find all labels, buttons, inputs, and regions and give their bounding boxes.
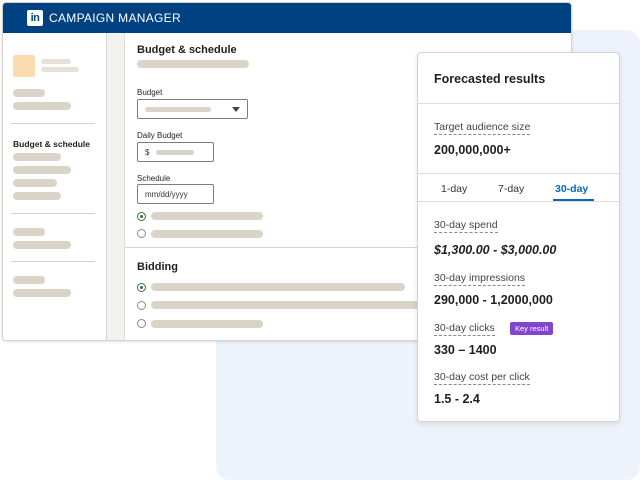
sidebar-item-placeholder[interactable]: [13, 192, 61, 200]
currency-symbol: $: [145, 148, 150, 157]
bidding-section-title: Bidding: [137, 261, 178, 273]
placeholder-line: [137, 60, 249, 68]
campaign-form: Budget & schedule Budget Daily Budget $ …: [125, 33, 571, 340]
radio-label-placeholder: [151, 320, 263, 328]
sidebar-divider: [11, 213, 95, 214]
select-value-placeholder: [145, 107, 211, 112]
sidebar-item-placeholder[interactable]: [13, 228, 45, 236]
radio-label-placeholder: [151, 301, 421, 309]
bidding-radio[interactable]: [137, 301, 146, 310]
sidebar-item-budget-schedule[interactable]: Budget & schedule: [13, 139, 90, 149]
schedule-radio[interactable]: [137, 229, 146, 238]
key-result-badge: Key result: [510, 322, 554, 335]
placeholder-line: [41, 67, 79, 72]
bidding-radio-selected[interactable]: [137, 283, 146, 292]
card-divider: [418, 103, 619, 104]
forecast-card: Forecasted results Target audience size …: [417, 52, 620, 422]
radio-label-placeholder: [151, 212, 263, 220]
sidebar-item-placeholder[interactable]: [13, 276, 45, 284]
sidebar-item-placeholder[interactable]: [13, 289, 71, 297]
sidebar-item-placeholder[interactable]: [13, 241, 71, 249]
tab-7-day[interactable]: 7-day: [498, 183, 525, 195]
daily-budget-input[interactable]: $: [137, 142, 214, 162]
sidebar-item-placeholder[interactable]: [13, 102, 71, 110]
impressions-value: 290,000 - 1,2000,000: [434, 293, 553, 307]
placeholder-line: [41, 59, 71, 64]
section-divider: [125, 247, 571, 248]
budget-select[interactable]: [137, 99, 248, 119]
cost-per-click-value: 1.5 - 2.4: [434, 392, 480, 406]
input-value-placeholder: [156, 150, 194, 155]
clicks-value: 330 – 1400: [434, 343, 497, 357]
card-divider: [418, 173, 619, 174]
audience-size-label: Target audience size: [434, 121, 531, 135]
schedule-date-input[interactable]: mm/dd/yyyy: [137, 184, 214, 204]
daily-budget-label: Daily Budget: [137, 131, 183, 140]
active-tab-indicator: [553, 199, 594, 201]
sidebar: Budget & schedule: [3, 33, 107, 340]
app-title: CAMPAIGN MANAGER: [49, 11, 181, 25]
sidebar-item-placeholder[interactable]: [13, 89, 45, 97]
linkedin-logo-icon: in: [27, 10, 43, 26]
impressions-label: 30-day impressions: [434, 272, 526, 286]
sidebar-item-placeholder[interactable]: [13, 153, 61, 161]
card-divider: [418, 201, 619, 202]
chevron-down-icon: [232, 107, 240, 112]
schedule-label: Schedule: [137, 174, 171, 183]
budget-label: Budget: [137, 88, 163, 97]
content-gutter: [107, 33, 125, 340]
sidebar-divider: [11, 123, 95, 124]
forecast-title: Forecasted results: [434, 72, 546, 86]
spend-value: $1,300.00 - $3,000.00: [434, 243, 557, 257]
sidebar-item-placeholder[interactable]: [13, 166, 71, 174]
date-placeholder: mm/dd/yyyy: [145, 190, 188, 199]
cost-per-click-label: 30-day cost per click: [434, 371, 530, 385]
budget-section-title: Budget & schedule: [137, 44, 237, 56]
radio-label-placeholder: [151, 230, 263, 238]
tab-1-day[interactable]: 1-day: [441, 183, 468, 195]
audience-size-value: 200,000,000+: [434, 143, 511, 157]
tab-30-day[interactable]: 30-day: [555, 183, 589, 195]
title-bar: in CAMPAIGN MANAGER: [3, 3, 571, 33]
avatar[interactable]: [13, 55, 35, 77]
clicks-label: 30-day clicks: [434, 322, 495, 336]
spend-label: 30-day spend: [434, 219, 498, 233]
schedule-radio-selected[interactable]: [137, 212, 146, 221]
bidding-radio[interactable]: [137, 319, 146, 328]
sidebar-item-placeholder[interactable]: [13, 179, 57, 187]
sidebar-divider: [11, 261, 95, 262]
radio-label-placeholder: [151, 283, 405, 291]
